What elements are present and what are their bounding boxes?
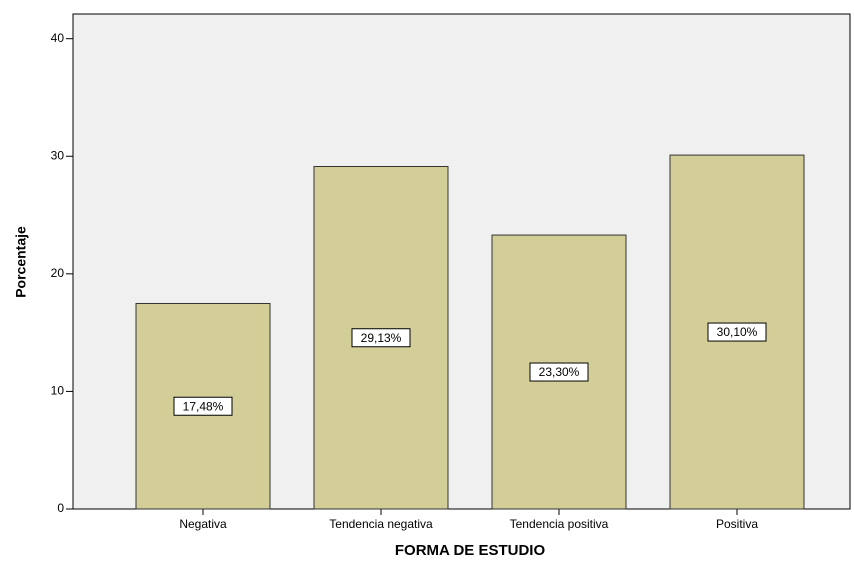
x-tick-label: Negativa [179,517,227,531]
y-tick-label: 20 [51,266,65,280]
y-tick-label: 10 [51,384,65,398]
y-tick-label: 30 [51,148,65,162]
value-label-box [529,362,589,382]
x-tick-label: Tendencia positiva [510,517,609,531]
value-label: 17,48% [183,399,224,413]
x-axis-title: FORMA DE ESTUDIO [395,542,546,559]
value-label: 29,13% [361,331,402,345]
x-tick-label: Positiva [716,517,758,531]
y-axis-title: Porcentaje [13,226,29,298]
y-tick-label: 0 [57,501,64,515]
value-label-box [173,396,233,416]
value-label-box [351,328,411,348]
y-tick-label: 40 [51,31,65,45]
x-tick-label: Tendencia negativa [329,517,433,531]
value-label: 30,10% [717,325,758,339]
value-label: 23,30% [539,365,580,379]
value-label-box [707,322,767,342]
